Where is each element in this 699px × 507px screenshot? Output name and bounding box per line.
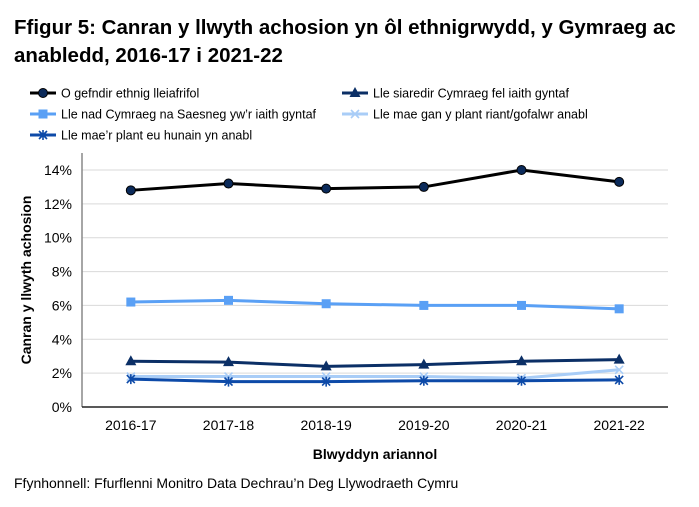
legend-label: O gefndir ethnig lleiafrifol: [61, 87, 199, 101]
x-tick-label: 2020-21: [496, 417, 548, 433]
data-point-triangle: [125, 355, 137, 366]
data-point-triangle: [418, 358, 430, 369]
data-point-circle: [516, 165, 527, 175]
data-point-asterisk: [516, 375, 527, 386]
data-point-triangle: [516, 355, 527, 366]
data-point-triangle: [613, 353, 625, 364]
y-axis-title: Canran y llwyth achosion: [18, 196, 34, 365]
data-point-square: [321, 299, 331, 309]
x-tick-label: 2017-18: [203, 417, 255, 433]
data-point-asterisk: [126, 374, 136, 385]
y-tick-label: 12%: [44, 196, 72, 212]
data-point-square: [614, 304, 624, 314]
series-line: [130, 298, 620, 311]
source-note: Ffynhonnell: Ffurflenni Monitro Data Dec…: [14, 475, 459, 491]
series-line: [130, 168, 620, 192]
legend-marker-asterisk: [38, 130, 48, 140]
y-tick-label: 14%: [44, 162, 72, 178]
data-point-circle: [223, 178, 234, 189]
y-tick-label: 2%: [52, 365, 72, 381]
data-point-circle: [418, 181, 429, 192]
series-line: [130, 377, 620, 384]
data-point-asterisk: [419, 375, 429, 386]
data-point-circle: [614, 176, 625, 187]
data-point-square: [224, 295, 233, 305]
series-line: [130, 358, 620, 368]
x-axis-title: Blwyddyn ariannol: [313, 446, 437, 462]
data-point-triangle: [223, 356, 234, 367]
y-tick-label: 10%: [44, 230, 72, 246]
data-point-x: [614, 365, 624, 375]
chart-title: Ffigur 5: Canran y llwyth achosion yn ôl…: [14, 16, 676, 67]
data-point-triangle: [320, 360, 332, 371]
legend-label: Lle nad Cymraeg na Saesneg yw’r iaith gy…: [61, 108, 317, 122]
legend-marker-square: [38, 109, 48, 119]
data-point-circle: [125, 185, 136, 196]
data-point-square: [126, 297, 136, 307]
series-line: [130, 368, 620, 380]
x-tick-label: 2021-22: [593, 417, 645, 433]
data-point-asterisk: [223, 376, 234, 387]
legend-marker-triangle: [349, 87, 361, 97]
legend-marker-circle: [38, 88, 48, 98]
legend-marker-x: [350, 109, 360, 119]
x-tick-label: 2016-17: [105, 417, 157, 433]
y-tick-label: 0%: [52, 399, 72, 415]
data-point-square: [419, 300, 429, 310]
data-point-asterisk: [321, 376, 331, 387]
y-tick-label: 6%: [52, 297, 72, 313]
y-tick-label: 4%: [52, 331, 72, 347]
y-tick-label: 8%: [52, 264, 72, 280]
data-point-square: [517, 300, 526, 310]
x-tick-label: 2018-19: [300, 417, 352, 433]
legend-label: Lle mae gan y plant riant/gofalwr anabl: [373, 108, 588, 122]
x-tick-label: 2019-20: [398, 417, 450, 433]
data-point-asterisk: [614, 374, 624, 385]
legend-label: Lle siaredir Cymraeg fel iaith gyntaf: [373, 87, 569, 101]
legend-label: Lle mae’r plant eu hunain yn anabl: [61, 129, 252, 143]
data-point-circle: [321, 183, 332, 194]
